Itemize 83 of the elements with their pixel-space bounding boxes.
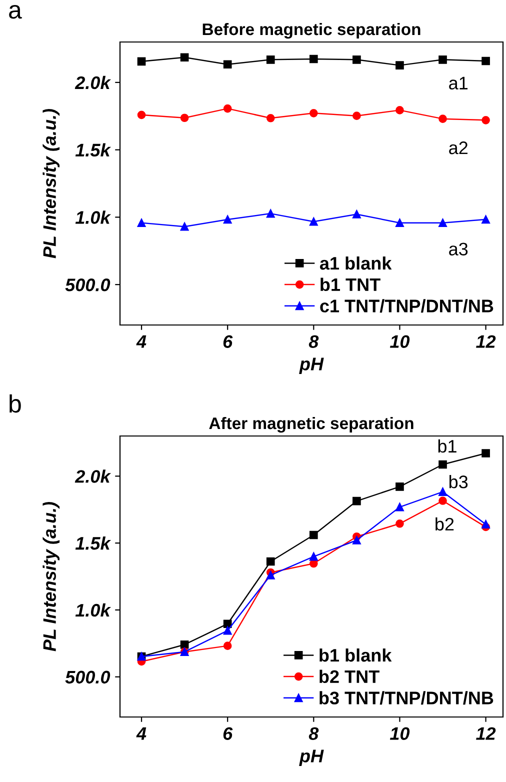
point bbox=[223, 642, 232, 650]
x-tick-label: 4 bbox=[136, 727, 146, 740]
point bbox=[396, 502, 404, 512]
point bbox=[396, 106, 404, 114]
point bbox=[180, 640, 189, 649]
legend-label: b2 TNT bbox=[320, 670, 380, 684]
point bbox=[352, 496, 361, 506]
y-axis-title: PL Intensity (a.u.) bbox=[42, 502, 60, 652]
point bbox=[266, 557, 275, 566]
point bbox=[180, 53, 189, 62]
y-tick-label: 500.0 bbox=[65, 670, 110, 684]
point bbox=[396, 218, 404, 228]
point bbox=[309, 530, 318, 540]
point bbox=[309, 108, 318, 118]
x-tick-label: 8 bbox=[308, 335, 319, 348]
point bbox=[482, 520, 490, 528]
x-tick-label: 12 bbox=[476, 335, 496, 348]
point bbox=[266, 55, 275, 64]
text: a bbox=[9, 5, 22, 19]
annotation: b1 bbox=[438, 439, 456, 453]
point bbox=[137, 57, 146, 66]
y-tick-label: 1.0k bbox=[75, 603, 112, 617]
point bbox=[438, 55, 447, 64]
point bbox=[309, 54, 318, 64]
point bbox=[266, 114, 275, 122]
x-tick-label: 4 bbox=[136, 335, 146, 348]
point bbox=[180, 222, 189, 231]
annotation: a1 bbox=[449, 76, 468, 90]
point bbox=[223, 104, 232, 113]
point bbox=[396, 482, 404, 491]
point bbox=[438, 114, 447, 123]
point bbox=[482, 215, 490, 224]
point bbox=[309, 217, 318, 226]
x-tick-label: 6 bbox=[223, 727, 233, 740]
chart-title: After magnetic separation bbox=[209, 416, 414, 433]
x-tick-label: 6 bbox=[223, 335, 233, 348]
point bbox=[352, 210, 361, 218]
point bbox=[438, 218, 447, 228]
text: b bbox=[10, 394, 21, 413]
legend-label: a1 blank bbox=[320, 256, 392, 270]
point bbox=[352, 112, 361, 120]
y-tick-label: 500.0 bbox=[65, 278, 110, 292]
x-tick-label: 12 bbox=[476, 727, 496, 740]
annotation: a3 bbox=[449, 242, 468, 256]
annotation: a2 bbox=[449, 141, 468, 154]
chart-title: Before magnetic separation bbox=[202, 22, 420, 39]
point bbox=[396, 61, 404, 70]
point bbox=[482, 449, 490, 458]
point bbox=[137, 110, 146, 120]
point bbox=[438, 460, 447, 469]
point bbox=[352, 55, 361, 64]
point bbox=[438, 496, 447, 505]
annotation: b2 bbox=[436, 517, 454, 531]
y-tick-label: 2.0k bbox=[74, 470, 112, 483]
point bbox=[309, 552, 318, 561]
point bbox=[396, 519, 404, 528]
point bbox=[137, 218, 146, 228]
annotation: b3 bbox=[449, 475, 468, 488]
y-tick-label: 1.5k bbox=[75, 536, 112, 550]
point bbox=[482, 116, 490, 124]
point bbox=[266, 209, 275, 218]
y-tick-label: 1.5k bbox=[75, 143, 112, 157]
point bbox=[266, 570, 275, 580]
y-tick-label: 2.0k bbox=[74, 76, 112, 90]
point bbox=[352, 536, 361, 544]
point bbox=[223, 60, 232, 69]
x-tick-label: 10 bbox=[390, 727, 410, 740]
point bbox=[223, 626, 232, 635]
point bbox=[438, 488, 447, 496]
legend-label: b1 TNT bbox=[320, 278, 380, 292]
legend-label: b1 blank bbox=[320, 648, 392, 662]
legend-label: b3 TNT/TNP/DNT/NB bbox=[320, 691, 494, 705]
x-axis-title: pH bbox=[299, 750, 324, 766]
legend-label: c1 TNT/TNP/DNT/NB bbox=[320, 299, 494, 313]
point bbox=[482, 56, 490, 66]
y-tick-label: 1.0k bbox=[75, 210, 112, 224]
x-tick-label: 10 bbox=[390, 335, 410, 348]
point bbox=[223, 620, 232, 628]
point bbox=[180, 114, 189, 122]
point bbox=[223, 215, 232, 224]
x-axis-title: pH bbox=[299, 358, 324, 374]
x-tick-label: 8 bbox=[308, 727, 319, 740]
y-axis-title: PL Intensity (a.u.) bbox=[42, 108, 60, 258]
